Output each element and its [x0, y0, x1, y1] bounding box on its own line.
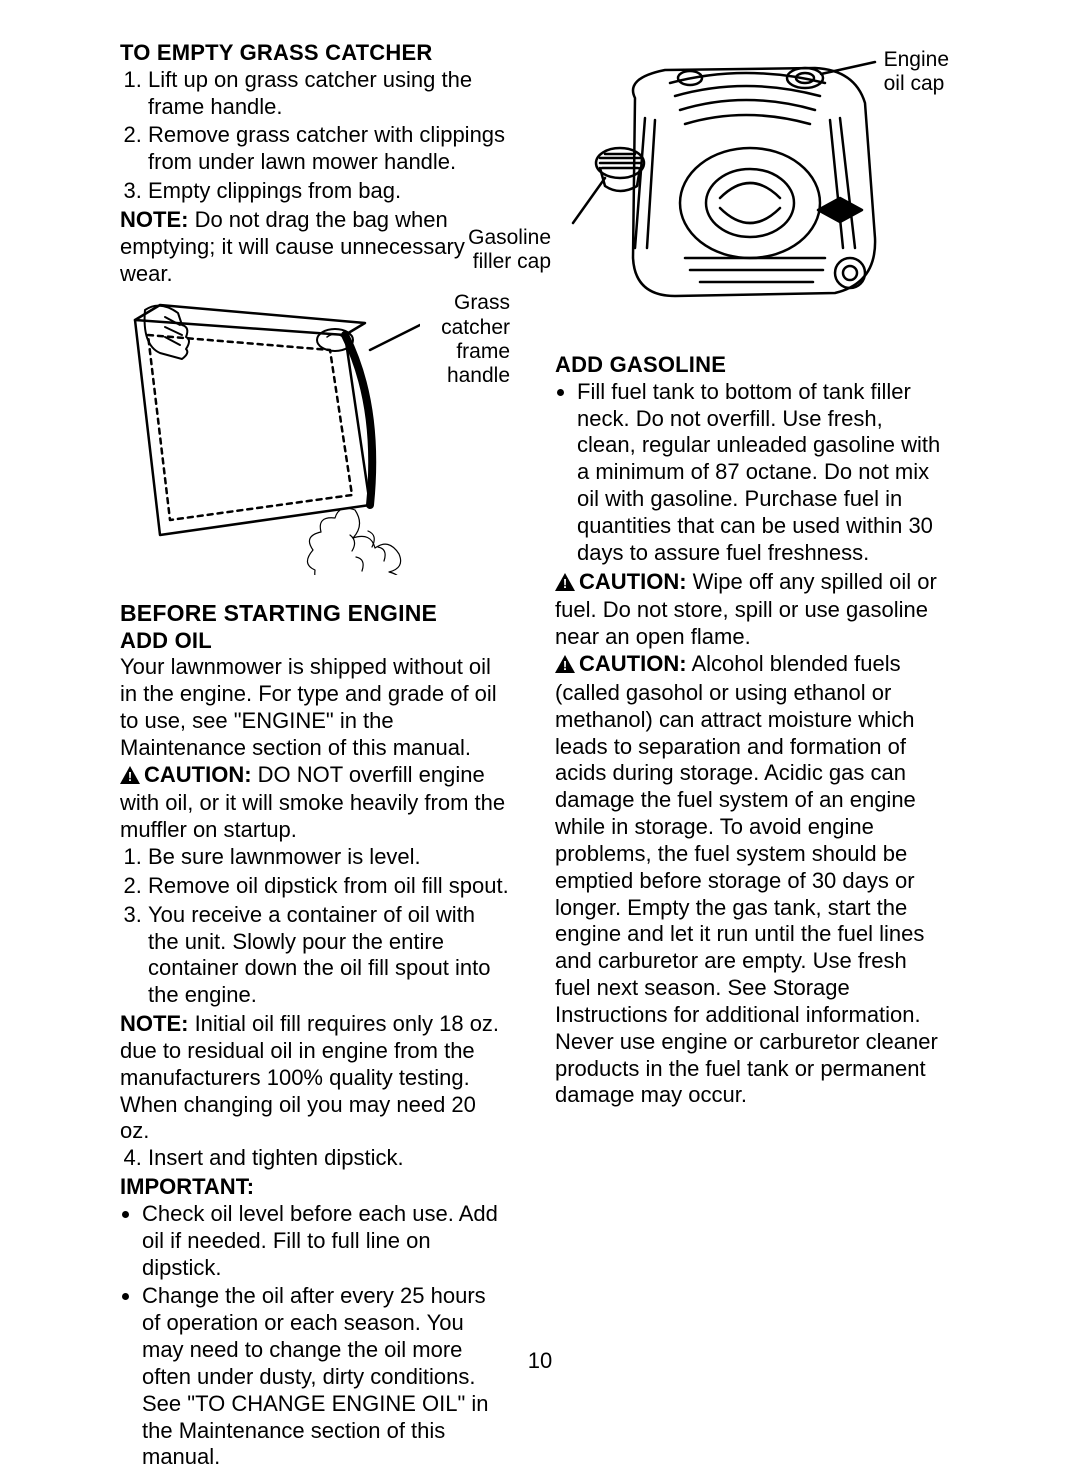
fig2-gas-l2: filler cap: [473, 250, 551, 273]
fig1-l1: Grass: [454, 291, 510, 314]
heading-add-oil: ADD OIL: [120, 628, 510, 655]
svg-text:!: !: [128, 769, 132, 784]
fig2-oil-l1: Engine: [884, 48, 949, 71]
warning-icon: !: [555, 571, 575, 598]
caution-spill: ! CAUTION: Wipe off any spilled oil or f…: [555, 569, 945, 651]
list-item: Be sure lawnmower is level.: [148, 844, 510, 871]
right-column: Engine oil cap Gasoline filler cap ADD G…: [555, 40, 945, 1109]
figure-grass-catcher: Grass catcher frame handle: [120, 295, 510, 585]
list-item: Insert and tighten dipstick.: [148, 1145, 510, 1172]
add-oil-step4: Insert and tighten dipstick.: [120, 1145, 510, 1172]
fig1-l2: catcher: [441, 316, 510, 339]
caution-label: CAUTION:: [579, 569, 687, 594]
fig1-label: Grass catcher frame handle: [441, 291, 510, 388]
page-number: 10: [0, 1348, 1080, 1375]
fig2-oil-l2: oil cap: [884, 72, 945, 95]
list-item: You receive a container of oil with the …: [148, 902, 510, 1009]
note-label: NOTE:: [120, 1011, 188, 1036]
important-label: IMPORTANT:: [120, 1174, 510, 1201]
caution-label: CAUTION:: [144, 762, 252, 787]
caution-label: CAUTION:: [579, 651, 687, 676]
warning-icon: !: [555, 653, 575, 680]
empty-note: NOTE: Do not drag the bag when emptying;…: [120, 207, 510, 287]
manual-page: TO EMPTY GRASS CATCHER Lift up on grass …: [0, 0, 1080, 1397]
fig2-oilcap-label: Engine oil cap: [884, 48, 949, 96]
add-oil-intro: Your lawnmower is shipped without oil in…: [120, 654, 510, 761]
empty-catcher-steps: Lift up on grass catcher using the frame…: [120, 67, 510, 205]
fig2-gas-label: Gasoline filler cap: [465, 226, 551, 274]
add-oil-steps: Be sure lawnmower is level. Remove oil d…: [120, 844, 510, 1009]
add-gas-bullets: Fill fuel tank to bottom of tank filler …: [555, 379, 945, 567]
list-item: Fill fuel tank to bottom of tank filler …: [577, 379, 945, 567]
fig2-gas-l1: Gasoline: [468, 226, 551, 249]
heading-add-gas: ADD GASOLINE: [555, 352, 945, 379]
heading-before-start: BEFORE STARTING ENGINE: [120, 599, 510, 627]
caution-overfill: ! CAUTION: DO NOT overfill engine with o…: [120, 762, 510, 844]
heading-empty-catcher: TO EMPTY GRASS CATCHER: [120, 40, 510, 67]
left-column: TO EMPTY GRASS CATCHER Lift up on grass …: [120, 40, 510, 1473]
list-item: Empty clippings from bag.: [148, 178, 510, 205]
list-item: Remove grass catcher with clippings from…: [148, 122, 510, 176]
warning-icon: !: [120, 764, 140, 791]
list-item: Lift up on grass catcher using the frame…: [148, 67, 510, 121]
grass-catcher-illustration: [120, 295, 420, 575]
list-item: Check oil level before each use. Add oil…: [142, 1201, 510, 1281]
svg-text:!: !: [563, 576, 567, 591]
note-label: NOTE:: [120, 207, 188, 232]
fig1-l4: handle: [447, 364, 510, 387]
caution-alcohol: ! CAUTION: Alcohol blended fuels (called…: [555, 651, 945, 1109]
caution-body: Alcohol blended fuels (called gasohol or…: [555, 651, 938, 1107]
svg-text:!: !: [563, 658, 567, 673]
important-bullets: Check oil level before each use. Add oil…: [120, 1201, 510, 1471]
fig1-l3: frame: [456, 340, 510, 363]
list-item: Change the oil after every 25 hours of o…: [142, 1283, 510, 1471]
figure-engine: Engine oil cap Gasoline filler cap: [555, 48, 945, 338]
list-item: Remove oil dipstick from oil fill spout.: [148, 873, 510, 900]
add-oil-note: NOTE: Initial oil fill requires only 18 …: [120, 1011, 510, 1145]
